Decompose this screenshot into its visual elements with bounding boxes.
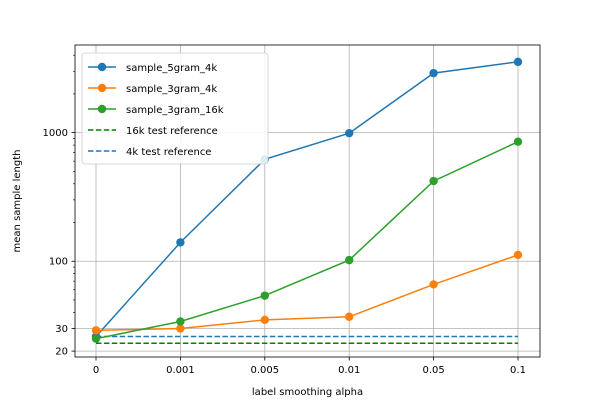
reference-lines: [96, 335, 518, 345]
x-tick-label: 0.001: [166, 365, 195, 376]
data-point: [91, 326, 101, 335]
data-point: [429, 176, 438, 186]
series-1: [91, 250, 523, 335]
series-line: [95, 141, 519, 340]
x-tick-label: 0.1: [510, 365, 526, 376]
legend-marker: [97, 104, 107, 114]
data-point: [176, 317, 185, 326]
legend-label: sample_3gram_4k: [126, 84, 217, 95]
data-point: [345, 312, 354, 321]
series-2: [91, 137, 523, 343]
data-point: [345, 255, 354, 265]
y-axis-ticks: 20 30 100 1000: [43, 54, 75, 358]
data-point: [176, 238, 185, 247]
x-tick-label: 0.05: [422, 365, 444, 376]
data-point: [91, 334, 101, 343]
y-tick-label: 20: [55, 347, 68, 358]
y-tick-label: 30: [55, 324, 68, 335]
x-axis-label: label smoothing alpha: [252, 387, 363, 398]
legend-marker: [97, 83, 107, 93]
legend-entry: sample_3gram_16k: [88, 104, 224, 116]
data-point: [429, 280, 438, 289]
legend-entry: 4k test reference: [88, 147, 211, 158]
data-point: [513, 57, 523, 67]
legend-entry: 16k test reference: [88, 126, 218, 137]
legend: sample_5gram_4k sample_3gram_4k sample_3gr…: [81, 52, 269, 165]
legend-label: 16k test reference: [126, 126, 218, 137]
x-tick-label: 0: [93, 365, 99, 376]
y-tick-label: 1000: [43, 128, 68, 139]
plot-frame: [74, 44, 541, 358]
legend-label: sample_5gram_4k: [126, 63, 217, 74]
y-axis-label: mean sample length: [12, 150, 23, 253]
data-point: [429, 68, 438, 78]
data-point: [176, 324, 185, 333]
legend-entry: sample_3gram_4k: [88, 83, 217, 95]
series-line: [95, 254, 519, 332]
legend-label: 4k test reference: [126, 147, 211, 158]
data-point: [260, 315, 269, 325]
data-point: [260, 291, 269, 300]
x-axis-ticks: 0 0.001 0.005 0.01 0.05 0.1: [93, 357, 526, 376]
legend-label: sample_3gram_16k: [126, 105, 224, 116]
data-point: [513, 137, 523, 146]
y-tick-label: 100: [49, 257, 68, 268]
legend-marker: [97, 62, 107, 72]
data-point: [513, 250, 523, 260]
x-tick-label: 0.005: [250, 365, 279, 376]
legend-entry: sample_5gram_4k: [88, 62, 217, 74]
legend-box: [81, 52, 269, 165]
series-line: [95, 61, 519, 338]
data-series: [91, 57, 523, 343]
data-point: [345, 128, 354, 138]
x-tick-label: 0.01: [338, 365, 360, 376]
